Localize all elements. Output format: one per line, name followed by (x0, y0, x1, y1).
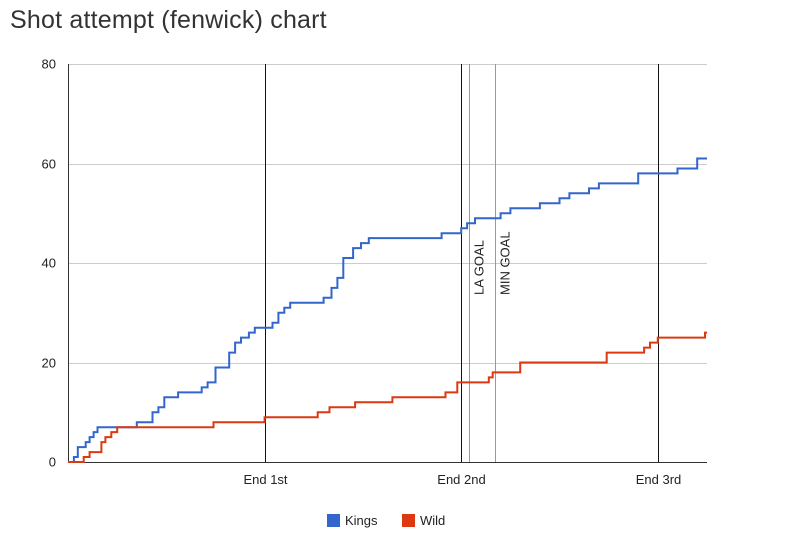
legend-swatch-wild (402, 514, 415, 527)
goal-annotations: LA GOAL MIN GOAL (469, 64, 513, 462)
legend-label-kings: Kings (345, 513, 378, 528)
y-tick-label: 40 (42, 256, 56, 271)
x-axis-ticks: End 1st End 2nd End 3rd (243, 472, 681, 487)
x-tick-label: End 1st (243, 472, 287, 487)
period-markers (265, 64, 659, 462)
x-tick-label: End 3rd (636, 472, 682, 487)
legend-label-wild: Wild (420, 513, 445, 528)
annotation-label: LA GOAL (472, 240, 487, 295)
y-tick-label: 20 (42, 356, 56, 371)
y-axis-ticks: 0 20 40 60 80 (42, 57, 56, 470)
annotation-label: MIN GOAL (498, 231, 513, 295)
chart-title: Shot attempt (fenwick) chart (10, 6, 327, 34)
series-lines (68, 157, 707, 463)
x-tick-label: End 2nd (437, 472, 485, 487)
gridlines (68, 64, 707, 463)
y-tick-label: 60 (42, 157, 56, 172)
y-tick-label: 80 (42, 57, 56, 72)
legend-swatch-kings (327, 514, 340, 527)
series-line-wild (68, 331, 707, 463)
legend: Kings Wild (327, 513, 445, 528)
y-tick-label: 0 (49, 455, 56, 470)
series-line-kings (68, 157, 707, 463)
